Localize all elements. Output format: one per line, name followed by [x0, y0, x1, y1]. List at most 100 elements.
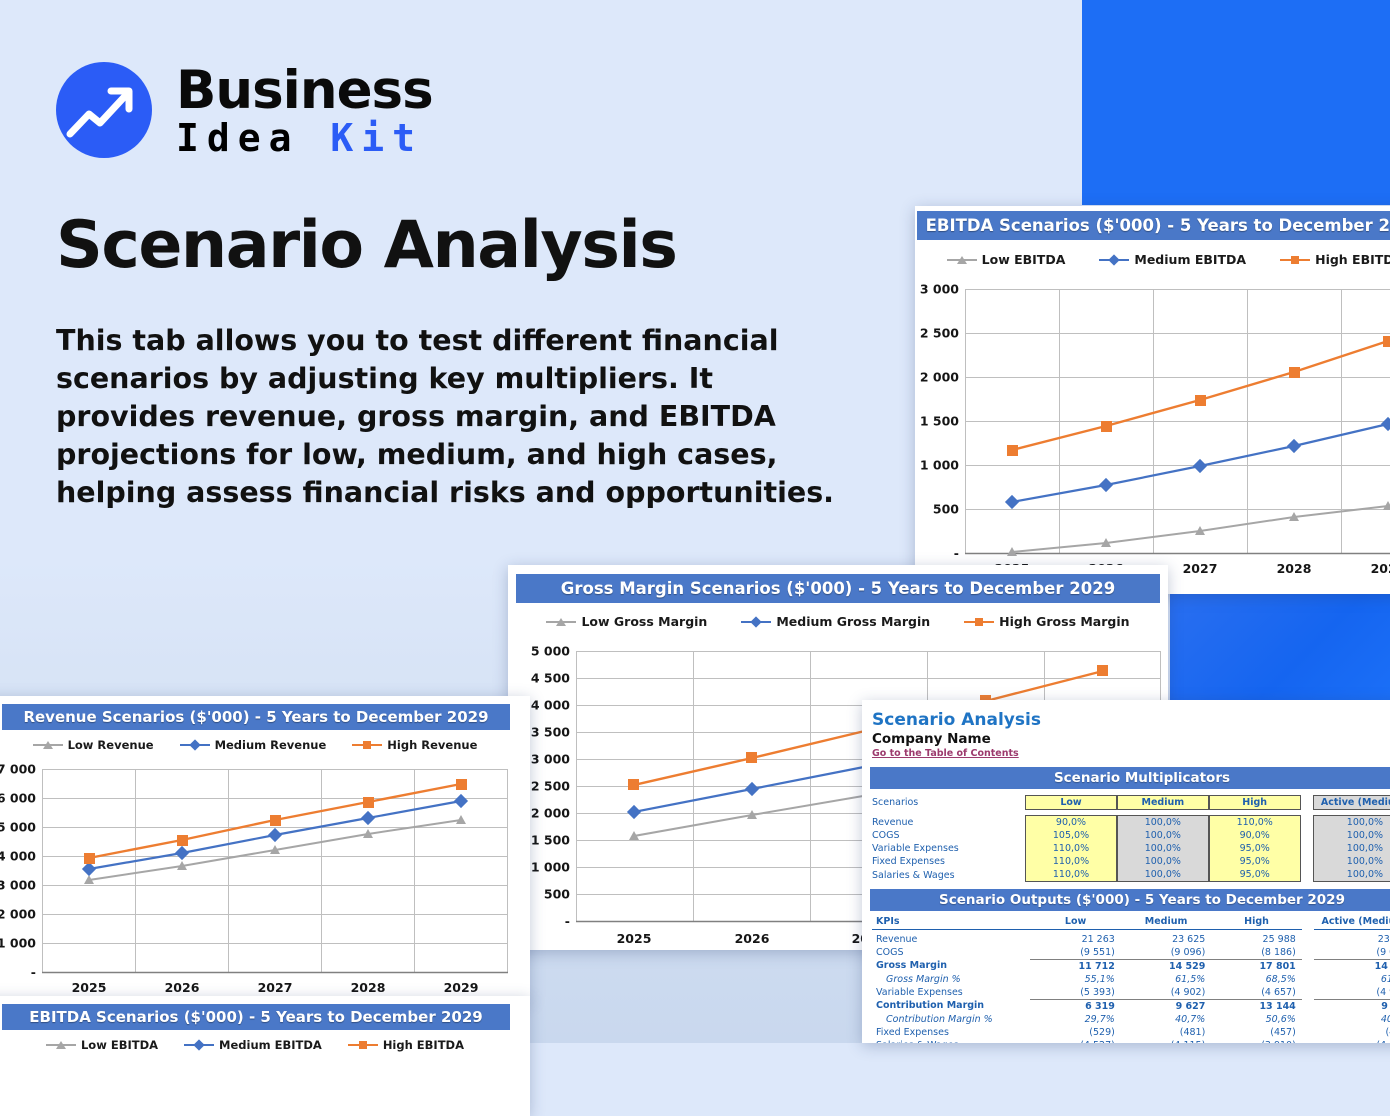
legend-marker-square-icon [964, 617, 995, 627]
table-row: Revenue 90,0% 100,0% 110,0% 100,0% [872, 815, 1390, 829]
legend-label-low: Low EBITDA [80, 1038, 159, 1052]
spacer [1301, 855, 1313, 868]
y-tick: 1 000 [0, 935, 36, 951]
row-label: Revenue [872, 816, 914, 828]
y-axis-labels-gross-margin: 5 000 4 500 4 000 3 500 3 000 2 500 2 00… [508, 643, 570, 929]
cell-high[interactable]: 95,0% [1208, 842, 1301, 855]
chart-card-ebitda-bottom: EBITDA Scenarios ($'000) - 5 Years to De… [0, 996, 530, 1116]
brand-logo: Business Idea Kit [56, 62, 434, 158]
cell-medium: (4 902) [1120, 985, 1212, 1000]
cell-high: 17 801 [1259, 960, 1296, 972]
cell-medium[interactable]: 100,0% [1116, 815, 1209, 829]
cell-high[interactable]: 90,0% [1208, 829, 1301, 842]
table-row: Contribution Margin 6 319 9 627 13 144 9… [872, 999, 1390, 1013]
col-header-active: Active (Medium) [1312, 795, 1390, 810]
cell-medium[interactable]: 100,0% [1116, 855, 1209, 868]
legend-label-medium: Medium EBITDA [1134, 252, 1247, 267]
row-label: Salaries & Wages [872, 1039, 1030, 1043]
sheet-title: Scenario Analysis [872, 710, 1041, 730]
outputs-header: Scenario Outputs ($'000) - 5 Years to De… [870, 889, 1390, 911]
table-row: Gross Margin % 55,1% 61,5% 68,5% 61,5% [872, 973, 1390, 986]
cell-low[interactable]: 90,0% [1025, 815, 1117, 829]
row-label: Variable Expenses [872, 843, 959, 854]
table-row: Salaries & Wages (4 527) (4 115) (3 910)… [872, 1038, 1390, 1044]
toc-link[interactable]: Go to the Table of Contents [872, 748, 1019, 759]
table-row: Fixed Expenses 110,0% 100,0% 95,0% 100,0… [872, 855, 1390, 868]
spacer [1302, 986, 1314, 1000]
table-row: COGS (9 551) (9 096) (8 186) (9 096) [872, 945, 1390, 960]
cell-low: 11 712 [1078, 960, 1115, 972]
legend-item-medium: Medium EBITDA [1099, 252, 1246, 267]
cell-low: (529) [1089, 1026, 1115, 1038]
legend-item-medium: Medium Gross Margin [741, 614, 930, 629]
legend-marker-diamond-icon [184, 1039, 215, 1051]
legend-label-high: High Gross Margin [999, 614, 1130, 629]
legend-marker-square-icon [352, 740, 383, 750]
growth-arrow-icon [56, 62, 152, 158]
y-tick: 1 500 [919, 413, 959, 429]
legend-marker-square-icon [1280, 255, 1311, 265]
row-label: COGS [876, 946, 904, 958]
legend-marker-square-icon [347, 1040, 378, 1050]
cell-low: 6 319 [1085, 1000, 1115, 1012]
y-tick: 2 000 [530, 805, 570, 821]
y-tick: 500 [932, 501, 959, 517]
cell-active: (4 115) [1314, 1038, 1390, 1043]
cell-high: 25 988 [1262, 933, 1296, 945]
col-header-medium: Medium [1116, 795, 1209, 810]
col-header-high: High [1211, 915, 1302, 930]
cell-active: (481) [1385, 1026, 1390, 1038]
cell-low[interactable]: 110,0% [1025, 855, 1117, 868]
row-label: Gross Margin % [886, 973, 961, 985]
decorative-blue-block-middle-right [1170, 591, 1390, 700]
table-row: Revenue 21 263 23 625 25 988 23 625 [872, 933, 1390, 946]
spacer [1301, 815, 1313, 829]
x-tick: 2028 [350, 980, 386, 995]
row-label: Contribution Margin % [886, 1013, 993, 1025]
cell-active: (4 902) [1314, 985, 1390, 1000]
cell-low[interactable]: 110,0% [1025, 842, 1117, 855]
chart-title-gross-margin: Gross Margin Scenarios ($'000) - 5 Years… [516, 574, 1160, 603]
chart-legend-ebitda-top: Low EBITDA Medium EBITDA High EBITDA [915, 252, 1390, 267]
legend-marker-diamond-icon [1099, 253, 1130, 266]
cell-low[interactable]: 105,0% [1025, 829, 1117, 842]
x-tick: 2029 [1370, 561, 1390, 576]
cell-active: 100,0% [1312, 829, 1390, 842]
legend-item-low: Low Revenue [32, 738, 154, 752]
table-row: Variable Expenses 110,0% 100,0% 95,0% 10… [872, 842, 1390, 855]
legend-item-high: High Revenue [352, 738, 477, 752]
y-tick: 2 500 [919, 325, 959, 341]
cell-medium[interactable]: 100,0% [1116, 868, 1209, 882]
y-tick: 6 000 [0, 790, 36, 806]
legend-item-high: High EBITDA [347, 1038, 464, 1052]
cell-medium[interactable]: 100,0% [1116, 829, 1209, 842]
page-title: Scenario Analysis [56, 208, 678, 283]
cell-high: 50,6% [1265, 1013, 1296, 1025]
page-description: This tab allows you to test different fi… [56, 324, 835, 509]
row-label: Contribution Margin [876, 1000, 985, 1012]
row-label: Salaries & Wages [872, 869, 955, 881]
cell-high[interactable]: 95,0% [1208, 868, 1301, 882]
table-row: Salaries & Wages 110,0% 100,0% 95,0% 100… [872, 868, 1390, 882]
cell-low: (5 393) [1030, 985, 1121, 1000]
chart-card-ebitda-top: EBITDA Scenarios ($'000) - 5 Years to De… [915, 206, 1390, 594]
spacer [1301, 868, 1313, 882]
table-row: Gross Margin 11 712 14 529 17 801 14 529 [872, 959, 1390, 973]
brand-kit: Kit [330, 115, 424, 160]
legend-item-medium: Medium Revenue [179, 738, 326, 752]
cell-low: 55,1% [1084, 973, 1115, 985]
cell-medium[interactable]: 100,0% [1116, 842, 1209, 855]
cell-low[interactable]: 110,0% [1025, 868, 1117, 882]
y-tick: 4 000 [530, 697, 570, 713]
brand-name-line2: Idea Kit [176, 119, 433, 157]
legend-label-medium: Medium Gross Margin [776, 614, 931, 629]
legend-item-high: High Gross Margin [964, 614, 1130, 629]
legend-marker-triangle-icon [546, 617, 577, 627]
cell-high[interactable]: 110,0% [1208, 815, 1301, 829]
cell-high[interactable]: 95,0% [1208, 855, 1301, 868]
y-tick: 500 [543, 886, 570, 902]
scenario-sheet-panel: Scenario Analysis Company Name Go to the… [862, 700, 1390, 1043]
col-header-low: Low [1030, 915, 1121, 930]
spacer [1302, 1039, 1314, 1044]
spacer [1302, 933, 1314, 946]
